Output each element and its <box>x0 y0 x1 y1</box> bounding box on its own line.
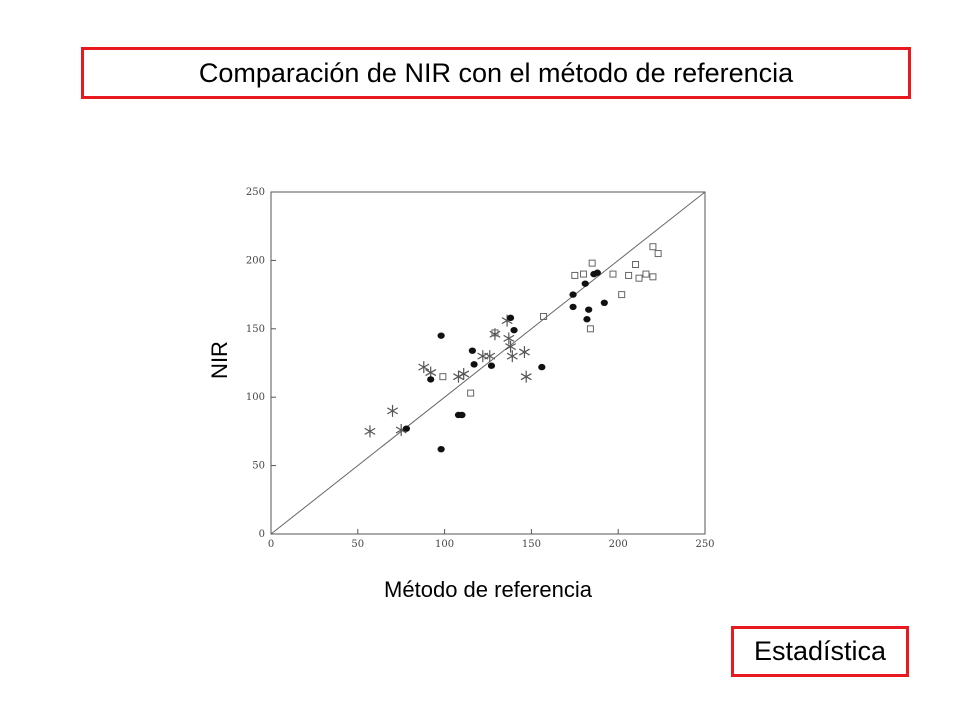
y-tick-label: 100 <box>246 392 265 403</box>
data-point-open-square <box>609 270 617 278</box>
data-point-filled-circle <box>506 314 515 322</box>
data-point-filled-circle <box>593 269 601 276</box>
data-point-open-square <box>625 271 633 279</box>
y-tick-label: 0 <box>259 529 265 540</box>
data-point-open-square <box>439 373 447 381</box>
identity-line <box>270 191 706 535</box>
y-tick-label: 200 <box>246 255 265 266</box>
data-point-star <box>518 346 530 359</box>
data-point-star <box>387 404 399 417</box>
data-point-open-square <box>467 389 475 397</box>
data-point-filled-circle <box>427 376 435 383</box>
slide-title: Comparación de NIR con el método de refe… <box>81 47 911 99</box>
data-point-star <box>520 370 532 383</box>
data-point-open-square <box>654 250 662 258</box>
data-point-star <box>484 350 496 363</box>
data-point-open-square <box>491 329 499 337</box>
data-point-open-square <box>632 261 640 269</box>
data-point-filled-circle <box>600 299 608 307</box>
x-tick-label: 50 <box>351 539 364 550</box>
data-point-open-square <box>649 273 657 281</box>
data-point-filled-circle <box>487 362 496 369</box>
data-point-filled-circle <box>437 445 445 453</box>
x-tick-label: 0 <box>268 539 274 550</box>
plot-frame <box>270 191 706 535</box>
section-label: Estadística <box>731 626 909 677</box>
data-point-open-square <box>586 325 594 333</box>
data-point-star <box>503 332 515 345</box>
data-point-filled-circle <box>569 303 577 311</box>
x-axis-label: Método de referencia <box>384 577 592 602</box>
y-tick-label: 150 <box>246 324 265 335</box>
data-point-filled-circle <box>583 316 591 323</box>
x-tick-label: 150 <box>522 539 541 550</box>
data-point-open-square <box>642 270 650 278</box>
data-point-open-square <box>571 271 579 279</box>
x-tick-label: 100 <box>435 539 454 550</box>
data-point-open-square <box>540 312 548 320</box>
data-point-filled-circle <box>458 411 466 419</box>
data-point-open-square <box>579 270 587 278</box>
data-point-filled-circle <box>538 363 546 371</box>
data-point-filled-circle <box>402 425 411 432</box>
data-point-filled-circle <box>470 361 478 368</box>
y-tick-label: 250 <box>246 187 265 198</box>
data-point-star <box>505 340 517 353</box>
y-axis-label: NIR <box>207 341 232 379</box>
data-point-open-square <box>649 243 657 251</box>
data-point-open-square <box>618 291 626 299</box>
data-point-filled-circle <box>569 291 577 298</box>
data-point-filled-circle <box>585 306 593 313</box>
data-point-star <box>418 361 430 374</box>
data-point-filled-circle <box>437 332 445 339</box>
data-point-star <box>506 350 518 363</box>
x-tick-label: 200 <box>609 539 628 550</box>
data-point-open-square <box>588 259 596 267</box>
x-tick-label: 250 <box>695 539 714 550</box>
data-point-star <box>364 425 376 438</box>
y-tick-label: 50 <box>252 461 265 472</box>
data-point-star <box>477 350 489 363</box>
data-point-filled-circle <box>510 326 518 334</box>
data-point-star <box>458 367 470 380</box>
data-point-filled-circle <box>468 347 476 354</box>
data-point-open-square <box>635 274 643 282</box>
data-point-filled-circle <box>581 280 589 287</box>
